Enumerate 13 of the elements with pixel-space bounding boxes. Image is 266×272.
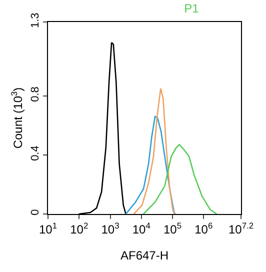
y-tick-label: 0.8 <box>30 86 42 102</box>
x-tick-label: 10$^{5}$ <box>164 220 182 236</box>
x-tick-label: 10$^{2}$ <box>70 220 88 236</box>
chart-title: P1 <box>184 1 200 16</box>
x-tick-label: 10$^{3}$ <box>101 220 120 236</box>
y-tick-label: 0 <box>30 209 42 216</box>
x-tick-label: 10$^{6}$ <box>194 220 213 236</box>
x-tick-label: 10$^{1}$ <box>38 220 58 236</box>
y-tick-label: 1.3 <box>30 12 42 28</box>
y-tick-label: 0.4 <box>30 146 42 161</box>
x-axis-title: AF647-H <box>120 248 169 262</box>
x-tick-label: 10$^{4}$ <box>132 220 151 236</box>
x-tick-label: 10$^{7.2}$ <box>228 220 254 236</box>
